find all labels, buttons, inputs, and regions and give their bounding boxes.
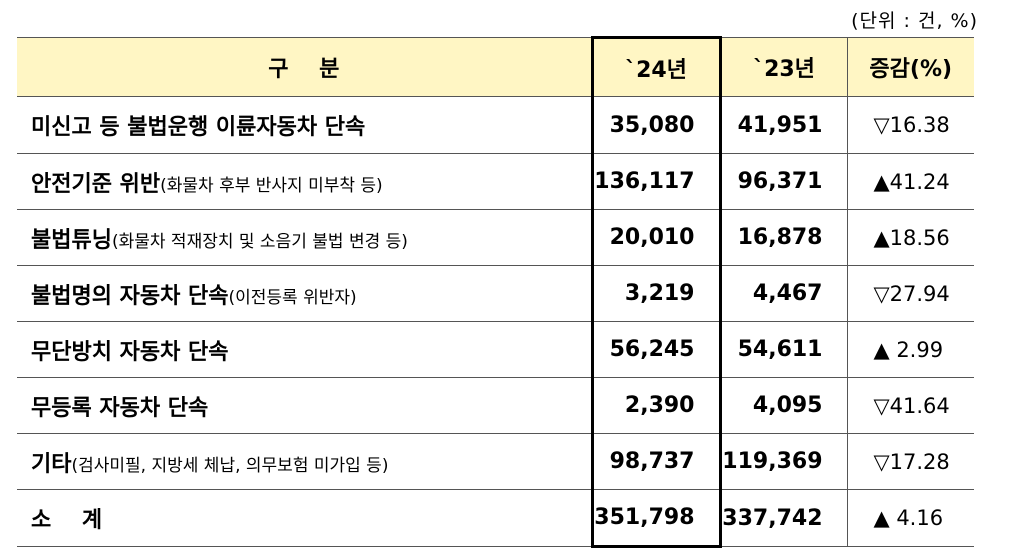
value-2024: 20,010 [590,209,722,266]
subtotal-2023: 337,742 [720,489,848,547]
value-2024: 2,390 [590,377,722,434]
unit-note: (단위 : 건, %) [851,10,978,32]
value-2023: 96,371 [720,153,848,210]
row-label-main: 안전기준 위반 [31,171,161,197]
row-label: 기타(검사미필, 지방세 체납, 의무보험 미가입 등) [17,433,593,490]
row-label-detail: (검사미필, 지방세 체납, 의무보험 미가입 등) [71,455,389,476]
header-2024: `24년 [590,36,722,97]
value-change: ▲ 2.99 [847,321,974,378]
value-2023: 54,611 [720,321,848,378]
row-label: 무단방치 자동차 단속 [17,321,593,378]
row-label-main: 무단방치 자동차 단속 [31,339,229,365]
header-2023: `23년 [720,37,848,97]
header-category: 구 분 [17,37,593,97]
value-2024: 98,737 [590,433,722,490]
row-label-main: 미신고 등 불법운행 이륜자동차 단속 [31,115,366,140]
value-change: ▽27.94 [847,265,974,322]
value-2023: 41,951 [720,96,848,154]
subtotal-change: ▲ 4.16 [847,489,974,547]
subtotal-row: 소 계 351,798 337,742 ▲ 4.16 [17,489,974,548]
value-2024: 35,080 [590,96,722,154]
row-label-main: 기타 [31,451,72,477]
row-label-main: 불법튜닝 [31,227,112,253]
row-label: 미신고 등 불법운행 이륜자동차 단속 [17,96,593,154]
row-label-detail: (화물차 후부 반사지 미부착 등) [160,175,383,196]
value-2023: 119,369 [720,433,848,490]
value-change: ▽17.28 [847,433,974,490]
table-row: 무등록 자동차 단속 2,390 4,095 ▽41.64 [17,377,974,434]
value-2024: 136,117 [590,153,722,210]
table-row: 기타(검사미필, 지방세 체납, 의무보험 미가입 등) 98,737 119,… [17,433,974,490]
row-label-main: 불법명의 자동차 단속 [31,283,229,309]
table-row: 불법튜닝(화물차 적재장치 및 소음기 불법 변경 등) 20,010 16,8… [17,209,974,266]
row-label: 안전기준 위반(화물차 후부 반사지 미부착 등) [17,153,593,210]
header-change: 증감(%) [847,37,974,97]
table-header-row: 구 분 `24년 `23년 증감(%) [17,36,974,97]
value-2024: 3,219 [590,265,722,322]
row-label: 무등록 자동차 단속 [17,377,593,434]
value-change: ▽41.64 [847,377,974,434]
value-2023: 16,878 [720,209,848,266]
value-change: ▲18.56 [847,209,974,266]
row-label: 불법명의 자동차 단속(이전등록 위반자) [17,265,593,322]
row-label-detail: (이전등록 위반자) [228,287,357,308]
value-2023: 4,467 [720,265,848,322]
table-row: 불법명의 자동차 단속(이전등록 위반자) 3,219 4,467 ▽27.94 [17,265,974,322]
table-row: 무단방치 자동차 단속 56,245 54,611 ▲ 2.99 [17,321,974,378]
enforcement-table: 구 분 `24년 `23년 증감(%) 미신고 등 불법운행 이륜자동차 단속 … [17,36,974,548]
value-2024: 56,245 [590,321,722,378]
table-row: 안전기준 위반(화물차 후부 반사지 미부착 등) 136,117 96,371… [17,153,974,210]
subtotal-label: 소 계 [17,489,593,547]
subtotal-2024: 351,798 [590,489,722,548]
value-change: ▲41.24 [847,153,974,210]
row-label-detail: (화물차 적재장치 및 소음기 불법 변경 등) [111,231,408,252]
table-row: 미신고 등 불법운행 이륜자동차 단속 35,080 41,951 ▽16.38 [17,96,974,154]
row-label: 불법튜닝(화물차 적재장치 및 소음기 불법 변경 등) [17,209,593,266]
value-change: ▽16.38 [847,96,974,154]
row-label-main: 무등록 자동차 단속 [31,395,209,421]
value-2023: 4,095 [720,377,848,434]
